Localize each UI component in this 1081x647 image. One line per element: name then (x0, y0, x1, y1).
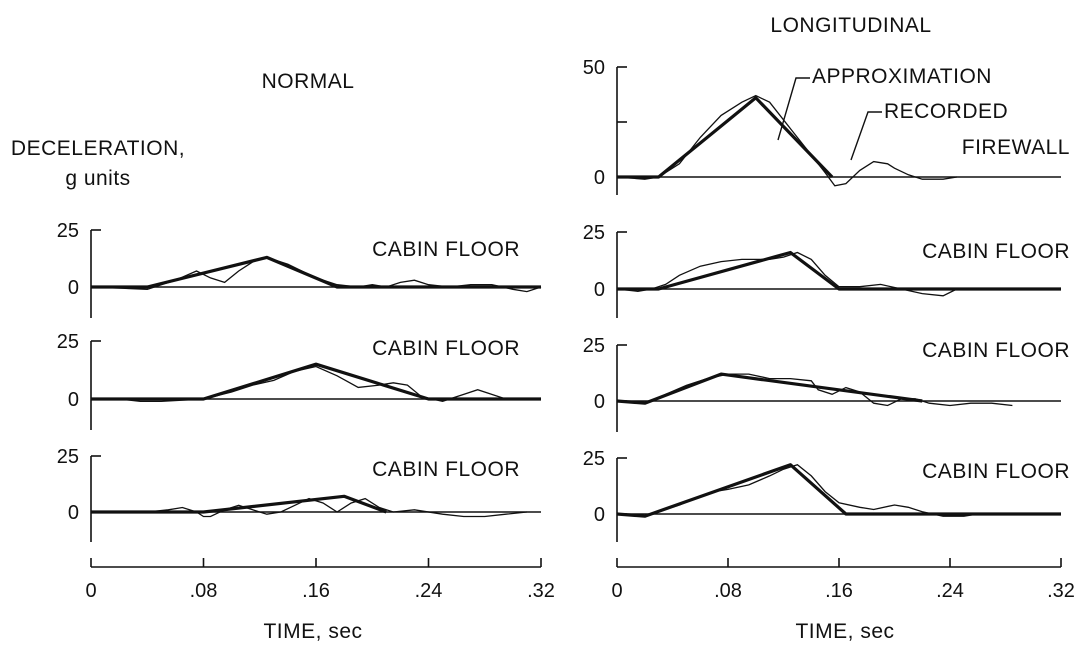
panel-label: CABIN FLOOR (372, 337, 520, 360)
panel-longitudinal-1: 0 25 CABIN FLOOR (583, 222, 1070, 318)
approximation-trace (91, 494, 387, 514)
approximation-trace (91, 362, 541, 401)
panel-label: CABIN FLOOR (922, 240, 1070, 263)
y-tick-label: 0 (68, 277, 79, 299)
y-tick-label: 0 (68, 389, 79, 411)
approximation-trace (91, 255, 541, 289)
panel-longitudinal-3: 0 25 CABIN FLOOR (583, 448, 1070, 542)
panel-normal-3: 0 25 CABIN FLOOR (57, 446, 541, 542)
y-tick-label: 25 (583, 222, 605, 244)
y-tick-label: 50 (583, 57, 605, 79)
x-tick-label: .32 (1047, 580, 1075, 602)
panel-normal-1: 0 25 CABIN FLOOR (57, 220, 542, 318)
legend-approximation: APPROXIMATION (777, 65, 992, 141)
y-tick-label: 0 (594, 504, 605, 526)
panel-normal-2: 0 25 CABIN FLOOR (57, 331, 541, 430)
panel-label: CABIN FLOOR (922, 460, 1070, 483)
y-tick-label: 25 (583, 448, 605, 470)
panel-label: CABIN FLOOR (372, 458, 520, 481)
longitudinal-column-header: LONGITUDINAL (770, 14, 931, 37)
panel-label: CABIN FLOOR (922, 339, 1070, 362)
x-tick-label: .16 (302, 580, 330, 602)
panel-label: CABIN FLOOR (372, 238, 520, 261)
approximation-trace (616, 372, 923, 405)
x-axis-title-longitudinal: TIME, sec (795, 620, 894, 643)
normal-column-header: NORMAL (262, 70, 355, 93)
panel-longitudinal-0: 0 50 FIREWALL (583, 57, 1070, 195)
approximation-trace (617, 250, 1061, 291)
legend-recorded-label: RECORDED (884, 100, 1008, 123)
x-axis-normal: 0 .08 .16 .24 .32 TIME, sec (85, 558, 555, 643)
y-tick-label: 0 (594, 279, 605, 301)
legend-recorded: RECORDED (850, 100, 1008, 161)
y-axis-label-line-1: DECELERATION, (11, 137, 185, 160)
x-tick-label: .16 (825, 580, 853, 602)
x-tick-label: .08 (714, 580, 742, 602)
y-tick-label: 25 (57, 446, 79, 468)
x-tick-label: 0 (85, 580, 96, 602)
approximation-leader-line (777, 77, 810, 141)
x-axis-longitudinal: 0 .08 .16 .24 .32 TIME, sec (611, 558, 1075, 643)
x-tick-label: 0 (611, 580, 622, 602)
y-tick-label: 0 (68, 502, 79, 524)
approximation-trace (617, 96, 834, 179)
y-axis-label-line-2: g units (65, 167, 130, 190)
x-tick-label: .24 (415, 580, 443, 602)
x-tick-label: .24 (936, 580, 964, 602)
legend-approximation-label: APPROXIMATION (812, 65, 992, 88)
x-ticks-longitudinal: 0 .08 .16 .24 .32 (611, 558, 1075, 602)
y-tick-label: 0 (594, 167, 605, 189)
approximation-trace (616, 463, 1061, 518)
x-ticks-normal: 0 .08 .16 .24 .32 (85, 558, 555, 602)
y-tick-label: 25 (583, 335, 605, 357)
y-tick-label: 25 (57, 331, 79, 353)
recorded-leader-line (850, 111, 882, 161)
x-tick-label: .08 (190, 580, 218, 602)
panel-label: FIREWALL (962, 136, 1070, 159)
y-tick-label: 0 (594, 391, 605, 413)
x-tick-label: .32 (527, 580, 555, 602)
x-axis-title-normal: TIME, sec (263, 620, 362, 643)
recorded-trace (91, 365, 507, 402)
y-tick-label: 25 (57, 220, 79, 242)
panel-longitudinal-2: 0 25 CABIN FLOOR (583, 335, 1070, 432)
